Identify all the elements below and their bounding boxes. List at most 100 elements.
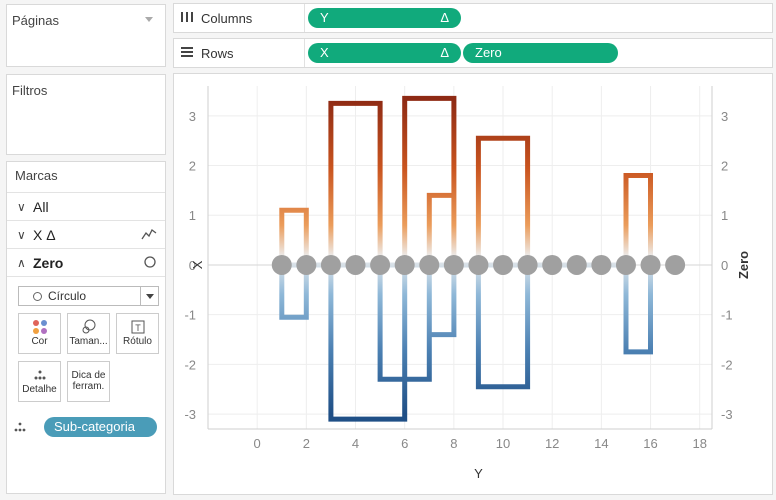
svg-text:T: T — [135, 323, 141, 333]
rows-shelf-label: Rows — [180, 46, 234, 61]
label-icon: T — [117, 314, 158, 336]
zero-circle-mark — [320, 254, 341, 275]
x-tick-label: 12 — [545, 436, 559, 451]
zero-circle-mark — [542, 254, 563, 275]
pill-text: Y — [320, 10, 329, 25]
size-button[interactable]: Taman... — [67, 313, 110, 354]
zero-circle-mark — [271, 254, 292, 275]
right-y-tick-label: -1 — [721, 308, 733, 323]
y-tick-label: 3 — [189, 109, 196, 124]
zero-circle-mark — [419, 254, 440, 275]
right-y-tick-label: 3 — [721, 109, 728, 124]
zero-circle-mark — [345, 254, 366, 275]
column-pill-y[interactable]: Y Δ — [308, 8, 461, 28]
right-y-tick-label: -2 — [721, 357, 733, 372]
marks-card: Marcas ∨ All ∨ X Δ ∧ Zero — [6, 161, 166, 494]
detail-button[interactable]: Detalhe — [18, 361, 61, 402]
shelf-divider — [304, 39, 305, 67]
zero-circle-mark — [591, 254, 612, 275]
expand-icon[interactable]: ∨ — [17, 199, 26, 214]
x-tick-label: 4 — [352, 436, 359, 451]
circle-mark-icon — [143, 255, 157, 272]
subcategory-pill[interactable]: Sub-categoria — [44, 417, 157, 437]
marks-row-x[interactable]: ∨ X Δ — [7, 221, 165, 249]
zero-circle-mark — [517, 254, 538, 275]
columns-label-text: Columns — [201, 11, 253, 26]
row-pill-x[interactable]: X Δ — [308, 43, 461, 63]
mark-type-value: Círculo — [48, 289, 87, 303]
x-axis-title: Y — [474, 466, 483, 481]
zero-circle-mark — [394, 254, 415, 275]
tooltip-button[interactable]: Dica de ferram. — [67, 361, 110, 402]
collapse-icon[interactable]: ∧ — [17, 255, 26, 270]
zero-circle-mark — [370, 254, 391, 275]
x-tick-label: 18 — [692, 436, 706, 451]
marks-row-label: Zero — [33, 254, 64, 271]
marks-row-zero[interactable]: ∧ Zero — [7, 249, 165, 277]
mark-type-select[interactable]: Círculo — [18, 286, 159, 306]
marks-row-label: All — [33, 198, 49, 215]
zero-circle-mark — [566, 254, 587, 275]
filters-title: Filtros — [12, 83, 48, 98]
x-tick-label: 14 — [594, 436, 608, 451]
color-dots-icon — [19, 314, 60, 336]
y-axis-title: X — [190, 260, 205, 269]
size-icon — [68, 314, 109, 336]
y-tick-label: 0 — [189, 258, 196, 273]
chart-marks — [271, 95, 686, 422]
expand-icon[interactable]: ∨ — [17, 227, 26, 242]
pages-card[interactable]: Páginas — [6, 4, 166, 67]
right-y-tick-label: -3 — [721, 407, 733, 422]
pill-text: Zero — [475, 45, 502, 60]
zero-circle-mark — [640, 254, 661, 275]
y-tick-label: -3 — [184, 407, 196, 422]
columns-icon — [180, 11, 194, 26]
y-tick-label: 1 — [189, 208, 196, 223]
columns-shelf: Columns Y Δ — [173, 3, 773, 33]
chart-area[interactable]: 0 2 4 6 8 10 12 14 16 18 -3 -3 -2 -2 -1 -1 0 0 1 1 2 2 3 3 Y X Zer… — [173, 73, 773, 495]
row-pill-zero[interactable]: Zero — [463, 43, 618, 63]
filters-card[interactable]: Filtros — [6, 74, 166, 155]
marks-row-label: X Δ — [33, 226, 56, 243]
detail-icon — [12, 421, 28, 436]
right-axis-title: Zero — [736, 251, 751, 279]
size-button-label: Taman... — [69, 336, 108, 347]
shelf-divider — [304, 4, 305, 32]
chart-svg[interactable]: 0 2 4 6 8 10 12 14 16 18-3 -3-2 -2-1 -10 01 12 23 3YX Zer… — [174, 74, 772, 494]
marks-row-all[interactable]: ∨ All — [7, 193, 165, 221]
zero-circle-mark — [665, 254, 686, 275]
dropdown-arrow-icon[interactable] — [140, 287, 158, 305]
delta-icon: Δ — [440, 45, 449, 60]
line-mark-icon — [141, 227, 157, 244]
zero-circle-mark — [443, 254, 464, 275]
y-tick-label: 2 — [189, 159, 196, 174]
x-tick-label: 10 — [496, 436, 510, 451]
zero-circle-mark — [615, 254, 636, 275]
chart-axes: 0 2 4 6 8 10 12 14 16 18-3 -3-2 -2-1 -10 01 12 23 3YX Zer… — [184, 86, 751, 481]
color-button[interactable]: Cor — [18, 313, 61, 354]
y-tick-label: -2 — [184, 357, 196, 372]
pill-text: X — [320, 45, 329, 60]
rows-label-text: Rows — [201, 46, 234, 61]
right-y-tick-label: 2 — [721, 159, 728, 174]
y-tick-label: -1 — [184, 308, 196, 323]
right-y-tick-label: 0 — [721, 258, 728, 273]
pages-title: Páginas — [12, 13, 59, 28]
chevron-down-icon[interactable] — [145, 17, 153, 22]
delta-icon: Δ — [440, 10, 449, 25]
x-tick-label: 6 — [401, 436, 408, 451]
right-y-tick-label: 1 — [721, 208, 728, 223]
detail-icon — [19, 362, 60, 384]
x-tick-label: 16 — [643, 436, 657, 451]
detail-button-label: Detalhe — [22, 384, 57, 395]
left-panel: Páginas Filtros Marcas ∨ All ∨ X Δ ∧ Zer… — [0, 0, 168, 500]
label-button-label: Rótulo — [123, 336, 152, 347]
circle-icon — [33, 291, 42, 301]
x-tick-label: 2 — [303, 436, 310, 451]
x-tick-label: 0 — [254, 436, 261, 451]
zero-circle-mark — [296, 254, 317, 275]
label-button[interactable]: T Rótulo — [116, 313, 159, 354]
rows-icon — [180, 46, 194, 61]
color-button-label: Cor — [31, 336, 48, 347]
